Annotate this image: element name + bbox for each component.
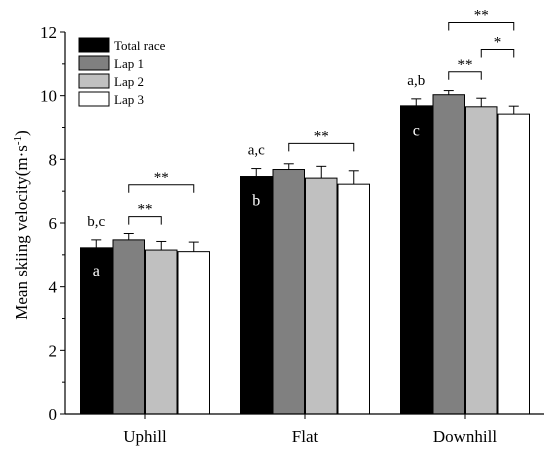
significance-marker: *	[494, 35, 502, 51]
error-bar	[476, 97, 487, 107]
significance-bracket: **	[448, 57, 482, 80]
bar-flat-series-3	[305, 177, 338, 415]
legend-label: Lap 3	[114, 92, 144, 107]
bar-uphill-series-2	[112, 239, 145, 415]
error-bar	[443, 90, 454, 95]
legend-item-4: Lap 3	[78, 91, 144, 107]
significance-bracket: *	[480, 35, 515, 58]
error-bar	[316, 165, 327, 179]
legend: Total race Lap 1 Lap 2 Lap 3	[78, 37, 166, 107]
y-axis-label: Mean skiing velocity(m·s-1)	[12, 130, 31, 320]
group-letter: a,c	[248, 143, 265, 159]
legend-item-1: Total race	[78, 37, 166, 53]
error-bar	[411, 98, 422, 106]
group-letter: a,b	[407, 73, 425, 89]
x-tick-label-uphill: Uphill	[123, 427, 167, 446]
bar-flat-series-2	[272, 169, 305, 415]
group-letter: b,c	[87, 214, 105, 230]
error-bar	[251, 168, 262, 177]
error-bar	[123, 233, 134, 240]
legend-swatch	[78, 37, 110, 53]
bar-downhill-series-1	[400, 105, 433, 415]
y-tick-label: 0	[49, 405, 58, 424]
y-tick-label: 2	[49, 341, 58, 360]
y-axis-label-superscript: -1	[12, 136, 24, 145]
bars	[80, 90, 530, 415]
bar-letter: a	[93, 263, 100, 280]
error-bar	[188, 241, 199, 252]
legend-label: Lap 2	[114, 74, 144, 89]
error-bar	[508, 105, 519, 115]
axes: 0 2 4 6 8 10 12 Uphill Flat Downhill	[40, 23, 544, 446]
legend-item-3: Lap 2	[78, 73, 144, 89]
significance-bracket: **	[128, 202, 162, 225]
legend-label: Total race	[114, 38, 166, 53]
x-tick-label-downhill: Downhill	[433, 427, 498, 446]
significance-marker: **	[138, 202, 153, 218]
bar-letter: b	[252, 193, 260, 210]
x-tick-label-flat: Flat	[292, 427, 319, 446]
bar-uphill-series-1	[80, 247, 113, 415]
y-axis-label-tail: )	[12, 130, 31, 136]
legend-label: Lap 1	[114, 56, 144, 71]
y-axis-label-main: Mean skiing velocity(m·s	[12, 145, 31, 320]
significance-bracket: **	[288, 128, 355, 152]
error-bar	[91, 239, 102, 248]
bar-uphill-series-4	[177, 251, 210, 415]
legend-swatch	[78, 55, 110, 71]
significance-marker: **	[458, 57, 473, 73]
error-bar	[283, 163, 294, 170]
bar-downhill-series-3	[465, 106, 498, 415]
y-tick-label: 10	[40, 87, 57, 106]
legend-item-2: Lap 1	[78, 55, 144, 71]
significance-marker: **	[474, 7, 489, 23]
bar-flat-series-1	[240, 176, 273, 415]
significance-marker: **	[154, 170, 169, 186]
significance-marker: **	[314, 128, 329, 144]
bar-uphill-series-3	[145, 249, 178, 415]
legend-swatch	[78, 91, 110, 107]
y-tick-label: 8	[49, 150, 58, 169]
y-tick-label: 4	[49, 278, 58, 297]
legend-swatch	[78, 73, 110, 89]
y-tick-label: 6	[49, 214, 58, 233]
y-tick-label: 12	[40, 23, 57, 42]
error-bar	[348, 170, 359, 185]
bar-downhill-series-4	[497, 113, 530, 415]
error-bar	[156, 240, 167, 251]
significance-bracket: **	[128, 170, 195, 193]
bar-flat-series-4	[337, 183, 370, 415]
bar-letter: c	[413, 123, 420, 140]
bar-downhill-series-2	[432, 94, 465, 415]
significance-bracket: **	[448, 7, 515, 31]
